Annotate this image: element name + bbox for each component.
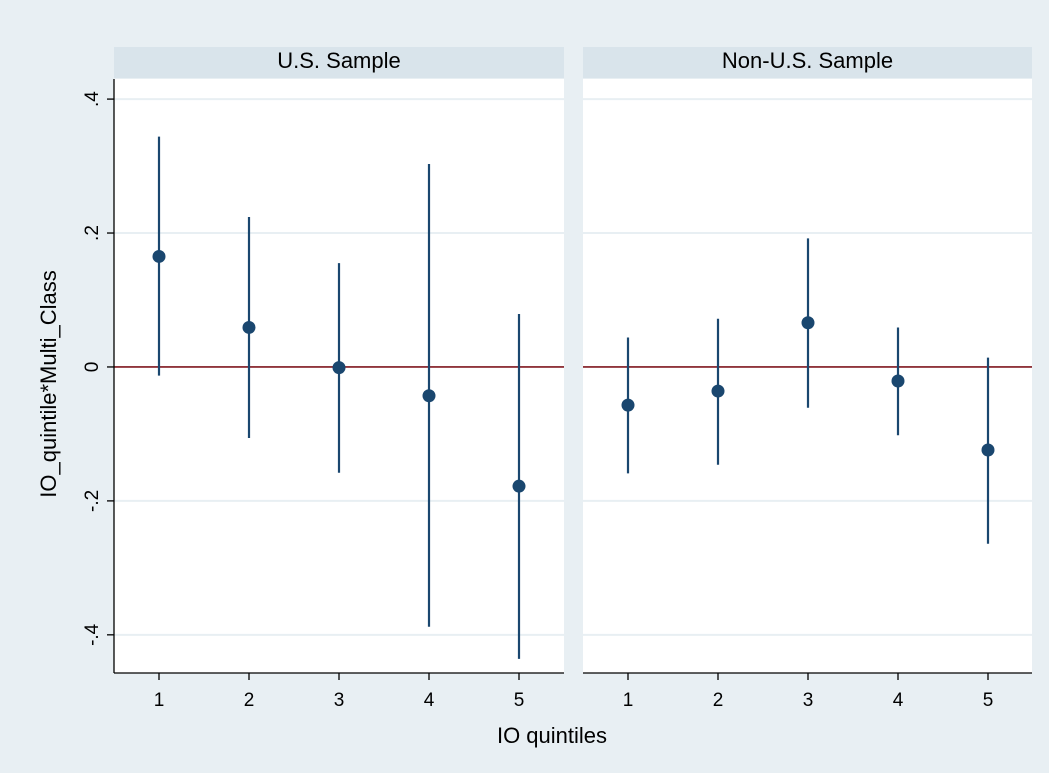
non-us-sample-point-estimate xyxy=(891,374,905,388)
non-us-sample-point-estimate xyxy=(621,398,635,412)
non-us-sample-marks xyxy=(621,238,995,544)
non-us-sample-point-estimate xyxy=(981,443,995,457)
non-us-sample-panel: Non-U.S. Sample 1 2 3 4 5 xyxy=(583,47,1032,711)
us-sample-point-estimate xyxy=(512,479,526,493)
non-us-sample-x-ticks: 1 2 3 4 5 xyxy=(623,673,994,711)
us-sample-marks xyxy=(152,136,526,659)
y-axis-title: IO_quintile*Multi_Class xyxy=(36,270,61,497)
non-us-sample-strip xyxy=(583,47,1032,78)
us-sample-x-tick-label: 5 xyxy=(514,690,525,711)
y-tick-label: 0 xyxy=(82,362,103,373)
non-us-sample-point-estimate xyxy=(711,384,725,398)
us-sample-point-estimate xyxy=(422,389,436,403)
x-axis-title: IO quintiles xyxy=(497,723,607,748)
non-us-sample-x-tick-label: 3 xyxy=(803,690,814,711)
us-sample-x-tick-label: 4 xyxy=(424,690,435,711)
us-sample-gridlines xyxy=(114,98,564,636)
non-us-sample-x-tick-label: 2 xyxy=(713,690,724,711)
us-sample-strip xyxy=(114,47,564,78)
y-axis-ticks: .4 .2 0 -.2 -.4 xyxy=(82,91,114,646)
non-us-sample-strip-title: Non-U.S. Sample xyxy=(722,48,893,73)
y-tick-label: -.2 xyxy=(82,490,103,512)
us-sample-x-tick-label: 3 xyxy=(334,690,345,711)
us-sample-panel: U.S. Sample 1 2 3 4 5 xyxy=(114,47,564,711)
non-us-sample-x-tick-label: 4 xyxy=(893,690,904,711)
us-sample-strip-title: U.S. Sample xyxy=(277,48,401,73)
non-us-sample-x-tick-label: 1 xyxy=(623,690,634,711)
non-us-sample-gridlines xyxy=(583,98,1032,636)
non-us-sample-x-tick-label: 5 xyxy=(983,690,994,711)
us-sample-point-estimate xyxy=(332,361,346,375)
us-sample-x-tick-label: 2 xyxy=(244,690,255,711)
y-tick-label: .2 xyxy=(82,225,103,241)
y-tick-label: -.4 xyxy=(82,623,103,646)
us-sample-x-ticks: 1 2 3 4 5 xyxy=(154,673,525,711)
us-sample-point-estimate xyxy=(242,320,256,334)
y-tick-label: .4 xyxy=(82,91,103,107)
non-us-sample-point-estimate xyxy=(801,316,815,330)
us-sample-point-estimate xyxy=(152,249,166,263)
us-sample-x-tick-label: 1 xyxy=(154,690,165,711)
